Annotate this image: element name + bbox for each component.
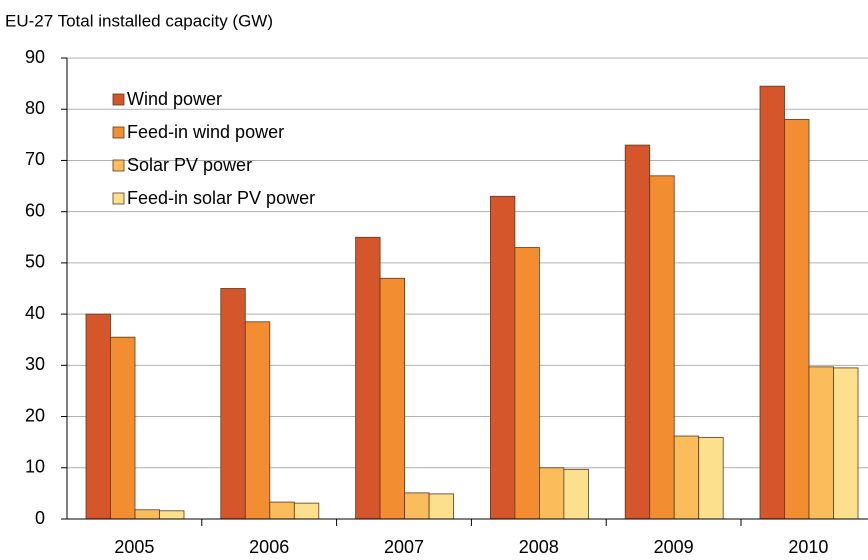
bar [784, 119, 810, 520]
bar [759, 85, 785, 520]
legend-label: Feed-in solar PV power [127, 188, 315, 208]
bar [379, 277, 406, 520]
y-tick-label: 40 [25, 303, 45, 323]
bar [514, 247, 540, 520]
x-tick-label: 2006 [249, 537, 289, 557]
y-tick-label: 10 [25, 457, 45, 477]
bar [244, 321, 271, 520]
x-tick-label: 2005 [114, 537, 154, 557]
x-tick-label: 2009 [654, 537, 694, 557]
x-tick-label: 2007 [384, 537, 424, 557]
legend-swatch [112, 192, 125, 205]
legend-swatch [112, 126, 125, 139]
bar [404, 492, 430, 520]
bar [673, 435, 700, 520]
bar [269, 501, 295, 520]
bar [808, 366, 834, 520]
y-tick-label: 80 [25, 98, 45, 118]
bar [428, 493, 455, 520]
y-tick-label: 90 [25, 47, 45, 67]
y-tick-label: 0 [35, 508, 45, 528]
legend-label: Feed-in wind power [127, 122, 284, 142]
bar [293, 502, 320, 520]
bar [833, 367, 859, 520]
bar [698, 437, 724, 520]
bar [85, 313, 111, 520]
legend-label: Solar PV power [127, 155, 252, 175]
bar [563, 468, 589, 520]
legend-swatch [112, 93, 125, 106]
bar [110, 336, 136, 520]
y-tick-label: 20 [25, 405, 45, 425]
bar [355, 236, 381, 520]
legend-swatch [112, 159, 125, 172]
bar [220, 288, 246, 520]
x-tick-label: 2008 [519, 537, 559, 557]
bar [159, 510, 185, 520]
x-tick-label: 2010 [788, 537, 828, 557]
y-tick-label: 70 [25, 149, 45, 169]
bar [539, 467, 565, 520]
bar [489, 195, 516, 520]
bar [134, 509, 160, 520]
y-tick-label: 50 [25, 252, 45, 272]
y-tick-label: 30 [25, 354, 45, 374]
y-tick-label: 60 [25, 200, 45, 220]
bar [649, 175, 675, 520]
chart-title: EU-27 Total installed capacity (GW) [5, 11, 273, 30]
legend-label: Wind power [127, 89, 222, 109]
bar [624, 144, 651, 520]
